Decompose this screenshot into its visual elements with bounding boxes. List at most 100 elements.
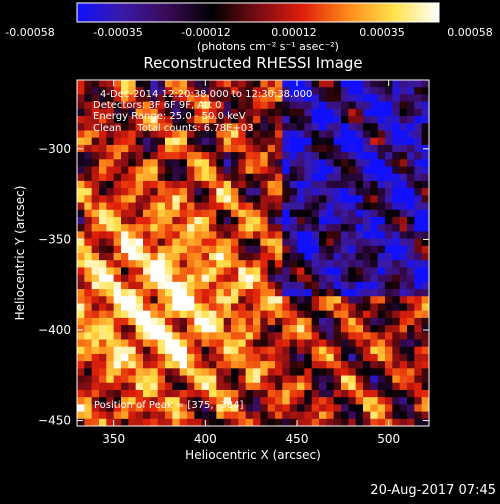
heatmap-cell (187, 289, 195, 297)
heatmap-cell (260, 80, 269, 88)
heatmap-cell (311, 361, 320, 369)
heatmap-cell (216, 94, 225, 103)
heatmap-cell (128, 188, 137, 196)
heatmap-cell (421, 238, 429, 247)
heatmap-cell (209, 195, 217, 203)
heatmap-cell (275, 411, 283, 420)
heatmap-cell (399, 332, 408, 340)
heatmap-cell (157, 418, 166, 426)
heatmap-cell (223, 418, 232, 426)
heatmap-cell (231, 368, 239, 376)
heatmap-cell (282, 166, 291, 175)
heatmap-cell (99, 267, 107, 276)
heatmap-cell (223, 339, 232, 348)
heatmap-cell (363, 108, 371, 117)
heatmap-cell (341, 274, 349, 283)
heatmap-cell (106, 397, 115, 405)
heatmap-cell (407, 224, 415, 232)
heatmap-cell (187, 404, 195, 412)
heatmap-cell (407, 123, 415, 131)
heatmap-cell (209, 94, 217, 103)
heatmap-cell (399, 325, 408, 333)
colorbar-gradient (76, 2, 440, 23)
heatmap-cell (172, 137, 181, 146)
heatmap-cell (231, 245, 239, 254)
heatmap-cell (194, 130, 203, 139)
heatmap-cell (77, 281, 85, 290)
heatmap-cell (297, 130, 305, 139)
heatmap-cell (319, 389, 327, 398)
heatmap-cell (282, 260, 291, 268)
heatmap-cell (121, 144, 129, 153)
heatmap-cell (311, 296, 320, 304)
heatmap-cell (253, 404, 261, 412)
heatmap-cell (289, 274, 298, 283)
heatmap-cell (172, 144, 181, 153)
heatmap-cell (201, 303, 210, 312)
heatmap-cell (333, 253, 342, 261)
heatmap-cell (121, 296, 129, 304)
heatmap-cell (187, 123, 195, 131)
heatmap-cell (84, 404, 93, 412)
heatmap-cell (319, 310, 327, 319)
heatmap-cell (150, 389, 159, 398)
heatmap-cell (172, 94, 181, 103)
heatmap-cell (113, 195, 122, 203)
heatmap-cell (216, 346, 225, 355)
heatmap-cell (187, 303, 195, 312)
heatmap-cell (355, 317, 364, 326)
heatmap-cell (150, 296, 159, 304)
heatmap-cell (275, 382, 283, 391)
heatmap-cell (187, 245, 195, 254)
heatmap-cell (260, 101, 269, 110)
heatmap-cell (135, 94, 144, 103)
heatmap-cell (319, 353, 327, 362)
heatmap-cell (355, 87, 364, 95)
heatmap-cell (113, 332, 122, 340)
heatmap-cell (245, 87, 254, 95)
heatmap-cell (363, 325, 371, 333)
heatmap-cell (128, 310, 137, 319)
heatmap-cell (157, 80, 166, 88)
heatmap-cell (289, 80, 298, 88)
heatmap-cell (150, 123, 159, 131)
heatmap-cell (223, 195, 232, 203)
heatmap-cell (297, 303, 305, 312)
heatmap-cell (289, 303, 298, 312)
heatmap-cell (385, 382, 393, 391)
heatmap-cell (106, 260, 115, 268)
heatmap-cell (260, 397, 269, 405)
heatmap-cell (355, 332, 364, 340)
heatmap-cell (121, 202, 129, 211)
heatmap-cell (157, 245, 166, 254)
heatmap-cell (267, 202, 276, 211)
heatmap-cell (377, 353, 386, 362)
heatmap-cell (172, 411, 181, 420)
heatmap-cell (128, 397, 137, 405)
heatmap-cell (355, 375, 364, 384)
heatmap-cell (370, 289, 379, 297)
heatmap-cell (113, 152, 122, 160)
heatmap-cell (99, 303, 107, 312)
heatmap-cell (157, 159, 166, 167)
heatmap-cell (289, 361, 298, 369)
heatmap-cell (84, 152, 93, 160)
heatmap-cell (157, 310, 166, 319)
heatmap-cell (223, 209, 232, 218)
heatmap-cell (253, 346, 261, 355)
heatmap-cell (370, 389, 379, 398)
heatmap-cell (392, 195, 401, 203)
heatmap-cell (282, 267, 291, 276)
heatmap-cell (414, 238, 423, 247)
heatmap-cell (253, 202, 261, 211)
heatmap-cell (179, 216, 188, 225)
heatmap-cell (106, 339, 115, 348)
heatmap-cell (187, 188, 195, 196)
heatmap-cell (143, 108, 151, 117)
heatmap-cell (297, 317, 305, 326)
heatmap-cell (355, 152, 364, 160)
heatmap-cell (113, 159, 122, 167)
heatmap-cell (223, 94, 232, 103)
heatmap-cell (135, 101, 144, 110)
annotation-time-range: 4-Dec-2014 12:20:38.000 to 12:30:38.000 (100, 89, 312, 100)
